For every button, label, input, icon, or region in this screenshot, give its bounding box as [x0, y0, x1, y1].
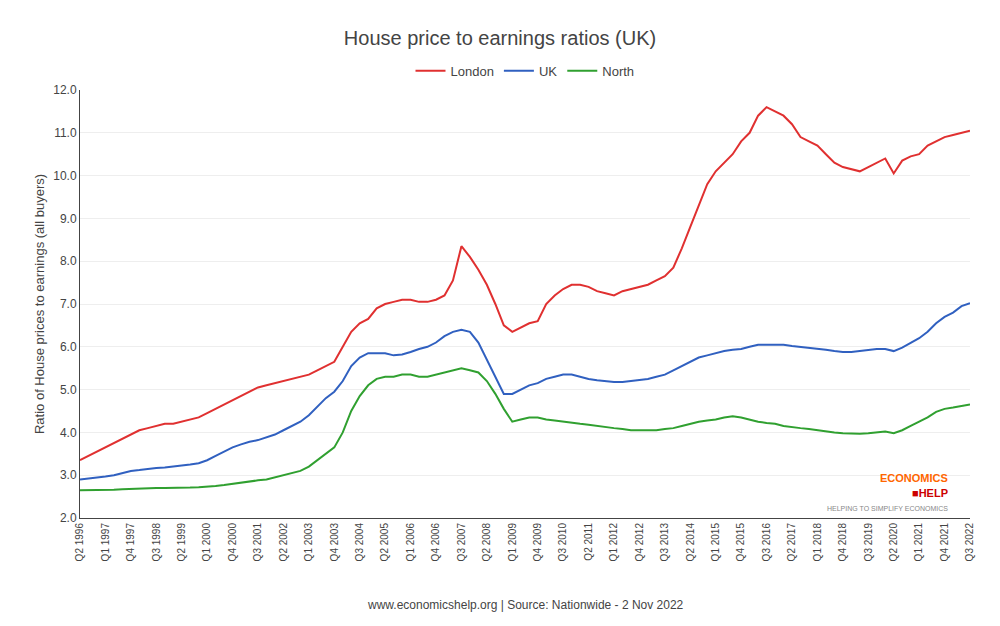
- svg-text:Q3 2004: Q3 2004: [354, 523, 365, 562]
- svg-text:Q3 2019: Q3 2019: [863, 523, 874, 562]
- svg-text:Q3 1998: Q3 1998: [151, 523, 162, 562]
- svg-text:Q1 2018: Q1 2018: [812, 523, 823, 562]
- svg-text:2.0: 2.0: [60, 511, 77, 525]
- svg-text:Q2 2002: Q2 2002: [278, 523, 289, 562]
- svg-text:House price to earnings ratios: House price to earnings ratios (UK): [344, 27, 656, 49]
- svg-text:North: North: [602, 64, 634, 79]
- svg-text:Q3 2022: Q3 2022: [964, 523, 975, 562]
- svg-text:3.0: 3.0: [60, 468, 77, 482]
- svg-text:Q4 1997: Q4 1997: [125, 523, 136, 562]
- svg-text:Q1 2015: Q1 2015: [710, 523, 721, 562]
- svg-text:12.0: 12.0: [53, 83, 77, 97]
- svg-text:Q3 2007: Q3 2007: [456, 523, 467, 562]
- svg-text:Q4 2006: Q4 2006: [430, 523, 441, 562]
- svg-text:7.0: 7.0: [60, 297, 77, 311]
- svg-text:Q4 2018: Q4 2018: [837, 523, 848, 562]
- svg-text:6.0: 6.0: [60, 340, 77, 354]
- svg-text:Ratio of House prices to earni: Ratio of House prices to earnings (all b…: [32, 174, 47, 434]
- svg-text:Q1 1997: Q1 1997: [100, 523, 111, 562]
- svg-text:Q1 2012: Q1 2012: [608, 523, 619, 562]
- svg-text:Q4 2015: Q4 2015: [735, 523, 746, 562]
- svg-text:■HELP: ■HELP: [912, 487, 948, 499]
- svg-text:HELPING TO SIMPLIFY ECONOMICS: HELPING TO SIMPLIFY ECONOMICS: [827, 505, 948, 512]
- svg-text:Q4 2009: Q4 2009: [532, 523, 543, 562]
- svg-text:Q4 2003: Q4 2003: [329, 523, 340, 562]
- svg-text:4.0: 4.0: [60, 426, 77, 440]
- svg-text:Q2 2017: Q2 2017: [786, 523, 797, 562]
- svg-text:11.0: 11.0: [54, 126, 77, 140]
- svg-text:Q3 2010: Q3 2010: [557, 523, 568, 562]
- svg-text:10.0: 10.0: [53, 169, 77, 183]
- svg-text:5.0: 5.0: [60, 383, 77, 397]
- svg-text:UK: UK: [539, 64, 557, 79]
- svg-text:Q1 2003: Q1 2003: [303, 523, 314, 562]
- svg-text:Q1 2009: Q1 2009: [507, 523, 518, 562]
- svg-text:Q2 2014: Q2 2014: [685, 523, 696, 562]
- svg-text:Q2 1996: Q2 1996: [74, 523, 85, 562]
- svg-text:8.0: 8.0: [60, 254, 77, 268]
- svg-text:Q4 2012: Q4 2012: [634, 523, 645, 562]
- svg-text:www.economicshelp.org | Source: www.economicshelp.org | Source: Nationwi…: [367, 598, 684, 612]
- svg-text:Q3 2013: Q3 2013: [659, 523, 670, 562]
- svg-text:ECONOMICS: ECONOMICS: [880, 472, 948, 484]
- svg-text:9.0: 9.0: [60, 212, 77, 226]
- svg-text:Q1 2021: Q1 2021: [913, 523, 924, 562]
- svg-text:London: London: [451, 64, 494, 79]
- svg-text:Q2 2011: Q2 2011: [583, 523, 594, 561]
- svg-text:Q2 2005: Q2 2005: [379, 523, 390, 562]
- svg-text:Q2 2008: Q2 2008: [481, 523, 492, 562]
- svg-text:Q3 2016: Q3 2016: [761, 523, 772, 562]
- svg-text:Q3 2001: Q3 2001: [252, 523, 263, 562]
- svg-text:Q4 2021: Q4 2021: [939, 523, 950, 562]
- svg-text:Q1 2006: Q1 2006: [405, 523, 416, 562]
- svg-text:Q1 2000: Q1 2000: [201, 523, 212, 562]
- svg-text:Q4 2000: Q4 2000: [227, 523, 238, 562]
- svg-text:Q2 2020: Q2 2020: [888, 523, 899, 562]
- svg-text:Q2 1999: Q2 1999: [176, 523, 187, 562]
